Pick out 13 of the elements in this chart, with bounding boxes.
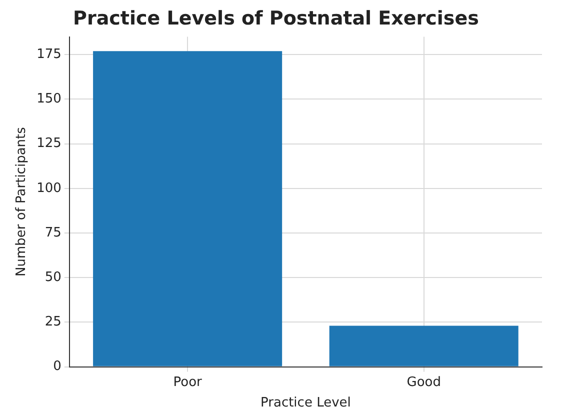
- y-tick-label: 50: [44, 270, 62, 285]
- y-tick-label: 150: [36, 92, 62, 107]
- y-tick-label: 25: [44, 314, 62, 330]
- x-axis-title: Practice Level: [260, 396, 351, 411]
- y-tick-label: 125: [36, 136, 62, 152]
- y-tick-label: 75: [44, 225, 62, 240]
- y-tick-label: 175: [36, 47, 62, 62]
- x-tick-label: Poor: [173, 374, 203, 390]
- chart-title: Practice Levels of Postnatal Exercises: [73, 7, 479, 30]
- y-axis-title: Number of Participants: [14, 126, 30, 276]
- x-tick-label: Good: [406, 374, 441, 390]
- y-tick-label: 100: [36, 180, 62, 196]
- y-tick-label: 0: [53, 359, 62, 374]
